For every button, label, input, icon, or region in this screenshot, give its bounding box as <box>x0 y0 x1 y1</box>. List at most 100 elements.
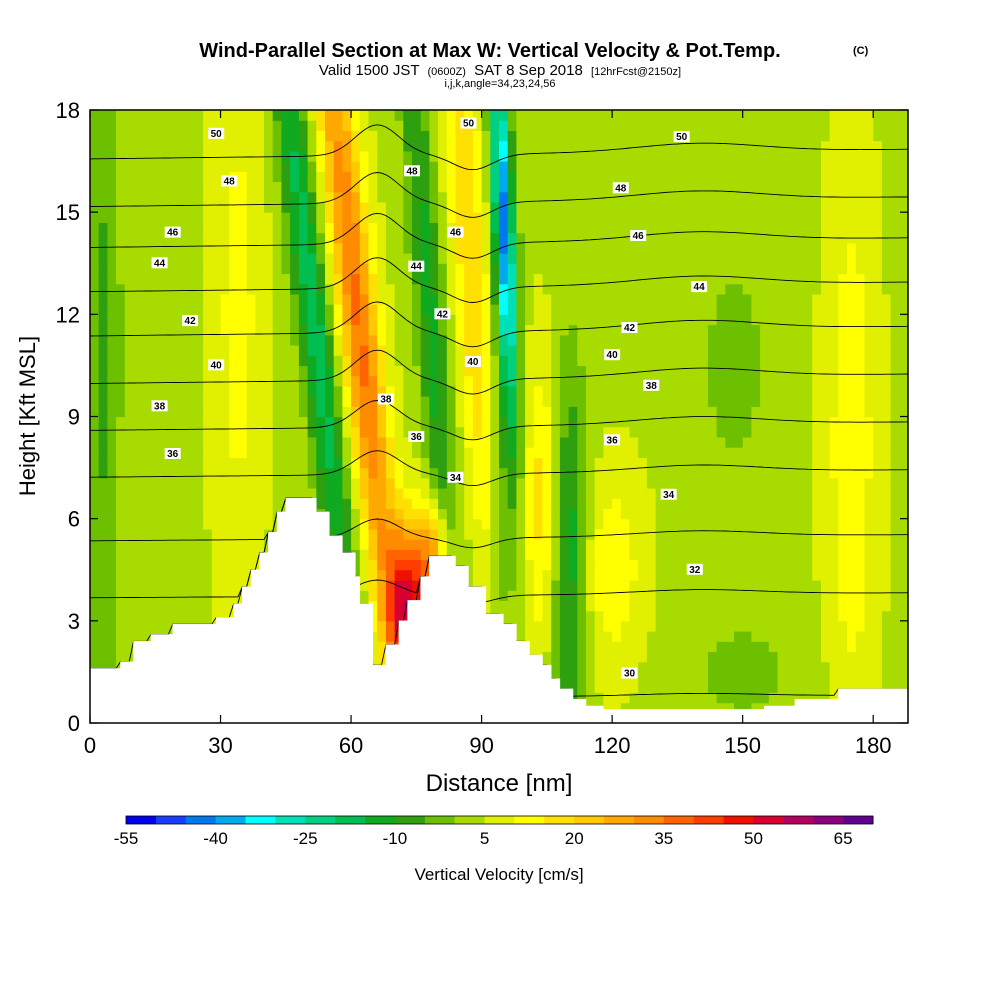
velocity-cell <box>525 120 535 131</box>
velocity-cell <box>455 457 465 469</box>
velocity-cell <box>220 457 230 469</box>
velocity-cell <box>472 130 483 142</box>
velocity-cell <box>673 436 683 448</box>
velocity-cell <box>725 110 735 121</box>
velocity-cell <box>655 447 665 458</box>
velocity-cell <box>542 375 552 387</box>
velocity-cell <box>298 447 309 458</box>
velocity-cell <box>298 110 309 121</box>
velocity-cell <box>812 671 822 683</box>
velocity-cell <box>272 324 282 336</box>
velocity-cell <box>594 692 604 704</box>
velocity-cell <box>177 580 187 591</box>
velocity-cell <box>516 467 526 479</box>
velocity-cell <box>412 283 422 295</box>
velocity-cell <box>446 508 457 520</box>
velocity-cell <box>177 457 187 469</box>
velocity-cell <box>629 426 639 438</box>
velocity-cell <box>481 171 491 183</box>
velocity-cell <box>385 426 396 438</box>
velocity-cell <box>281 130 291 142</box>
velocity-cell <box>768 396 779 407</box>
velocity-cell <box>438 263 448 275</box>
velocity-cell <box>490 549 500 561</box>
velocity-cell <box>177 590 187 601</box>
velocity-cell <box>394 447 404 458</box>
velocity-cell <box>333 263 343 275</box>
velocity-cell <box>90 641 100 653</box>
velocity-cell <box>577 120 587 131</box>
velocity-cell <box>507 110 517 121</box>
velocity-cell <box>116 580 126 591</box>
velocity-cell <box>734 559 744 571</box>
velocity-cell <box>768 692 779 704</box>
velocity-cell <box>377 283 387 295</box>
velocity-cell <box>124 549 135 561</box>
velocity-cell <box>385 263 396 275</box>
velocity-cell <box>90 273 100 285</box>
velocity-cell <box>325 385 335 397</box>
velocity-cell <box>742 508 752 520</box>
velocity-cell <box>786 457 796 469</box>
velocity-cell <box>264 181 274 193</box>
velocity-cell <box>525 498 535 509</box>
velocity-cell <box>150 518 161 530</box>
velocity-cell <box>777 314 787 326</box>
velocity-cell <box>464 334 474 346</box>
velocity-cell <box>281 488 291 499</box>
velocity-cell <box>629 610 639 622</box>
velocity-cell <box>124 345 135 356</box>
velocity-cell <box>116 385 126 397</box>
velocity-cell <box>464 539 474 550</box>
velocity-cell <box>220 590 230 601</box>
velocity-cell <box>586 671 596 683</box>
velocity-cell <box>298 334 309 346</box>
velocity-cell <box>777 150 787 162</box>
velocity-cell <box>629 549 639 561</box>
velocity-cell <box>803 304 813 315</box>
velocity-cell <box>116 498 126 509</box>
velocity-cell <box>368 600 378 612</box>
velocity-cell <box>368 334 378 346</box>
velocity-cell <box>507 181 517 193</box>
velocity-cell <box>577 569 587 581</box>
velocity-cell <box>803 610 813 622</box>
velocity-cell <box>325 120 335 131</box>
velocity-cell <box>690 416 700 428</box>
velocity-cell <box>464 549 474 561</box>
velocity-cell <box>159 222 169 234</box>
velocity-cell <box>734 140 744 152</box>
velocity-cell <box>290 416 300 428</box>
velocity-cell <box>629 314 639 326</box>
velocity-cell <box>803 334 813 346</box>
velocity-cell <box>568 498 578 509</box>
velocity-cell <box>742 201 752 213</box>
velocity-cell <box>655 130 665 142</box>
velocity-cell <box>734 191 744 203</box>
velocity-cell <box>794 273 805 285</box>
velocity-cell <box>716 569 726 581</box>
velocity-cell <box>394 140 404 152</box>
velocity-cell <box>673 324 683 336</box>
velocity-cell <box>594 508 604 520</box>
velocity-cell <box>446 375 457 387</box>
velocity-cell <box>646 488 657 499</box>
velocity-cell <box>777 651 787 663</box>
velocity-cell <box>803 590 813 601</box>
velocity-cell <box>794 631 805 642</box>
velocity-cell <box>516 488 526 499</box>
velocity-cell <box>646 263 657 275</box>
velocity-cell <box>194 334 204 346</box>
velocity-cell <box>124 283 135 295</box>
velocity-cell <box>142 488 152 499</box>
velocity-cell <box>377 242 387 254</box>
velocity-cell <box>673 590 683 601</box>
velocity-cell <box>255 416 265 428</box>
velocity-cell <box>246 436 256 448</box>
velocity-cell <box>377 406 387 418</box>
velocity-cell <box>559 273 570 285</box>
velocity-cell <box>264 396 274 407</box>
velocity-cell <box>229 457 239 469</box>
velocity-cell <box>237 580 248 591</box>
velocity-cell <box>333 212 343 223</box>
